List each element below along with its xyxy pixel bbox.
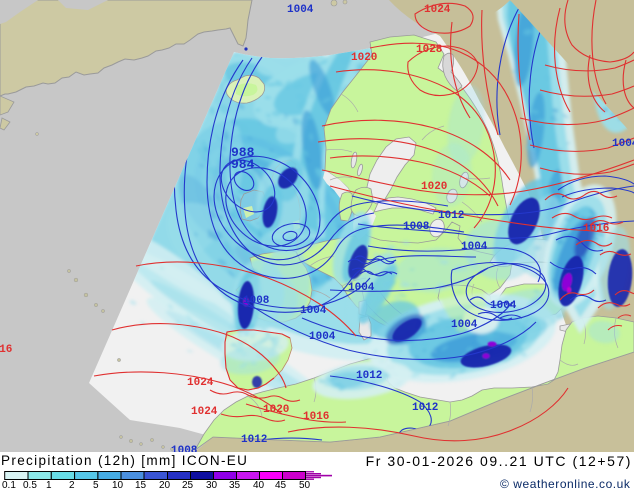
svg-text:1008: 1008: [243, 295, 270, 307]
svg-text:1020: 1020: [421, 181, 447, 193]
svg-text:1012: 1012: [412, 402, 438, 414]
svg-text:1016: 1016: [583, 223, 609, 235]
svg-text:988: 988: [231, 145, 255, 160]
svg-text:1004: 1004: [287, 4, 314, 16]
svg-text:1024: 1024: [424, 4, 451, 16]
svg-text:1012: 1012: [438, 210, 464, 222]
svg-text:1024: 1024: [191, 406, 218, 418]
svg-text:1012: 1012: [356, 370, 382, 382]
svg-text:1016: 1016: [303, 411, 329, 423]
svg-text:1004: 1004: [490, 300, 517, 312]
svg-text:1012: 1012: [241, 434, 267, 446]
svg-text:1004: 1004: [348, 282, 375, 294]
svg-text:1004: 1004: [461, 241, 488, 253]
svg-text:1008: 1008: [403, 221, 430, 233]
svg-text:1008: 1008: [171, 445, 198, 452]
svg-text:1004: 1004: [612, 138, 634, 150]
svg-text:1020: 1020: [263, 404, 289, 416]
svg-text:1024: 1024: [187, 377, 214, 389]
svg-text:1004: 1004: [309, 331, 336, 343]
svg-text:1004: 1004: [300, 305, 327, 317]
svg-text:1020: 1020: [351, 52, 377, 64]
svg-text:1004: 1004: [451, 319, 478, 331]
svg-text:1028: 1028: [416, 44, 443, 56]
svg-text:1016: 1016: [0, 344, 12, 356]
svg-text:984: 984: [231, 157, 255, 172]
